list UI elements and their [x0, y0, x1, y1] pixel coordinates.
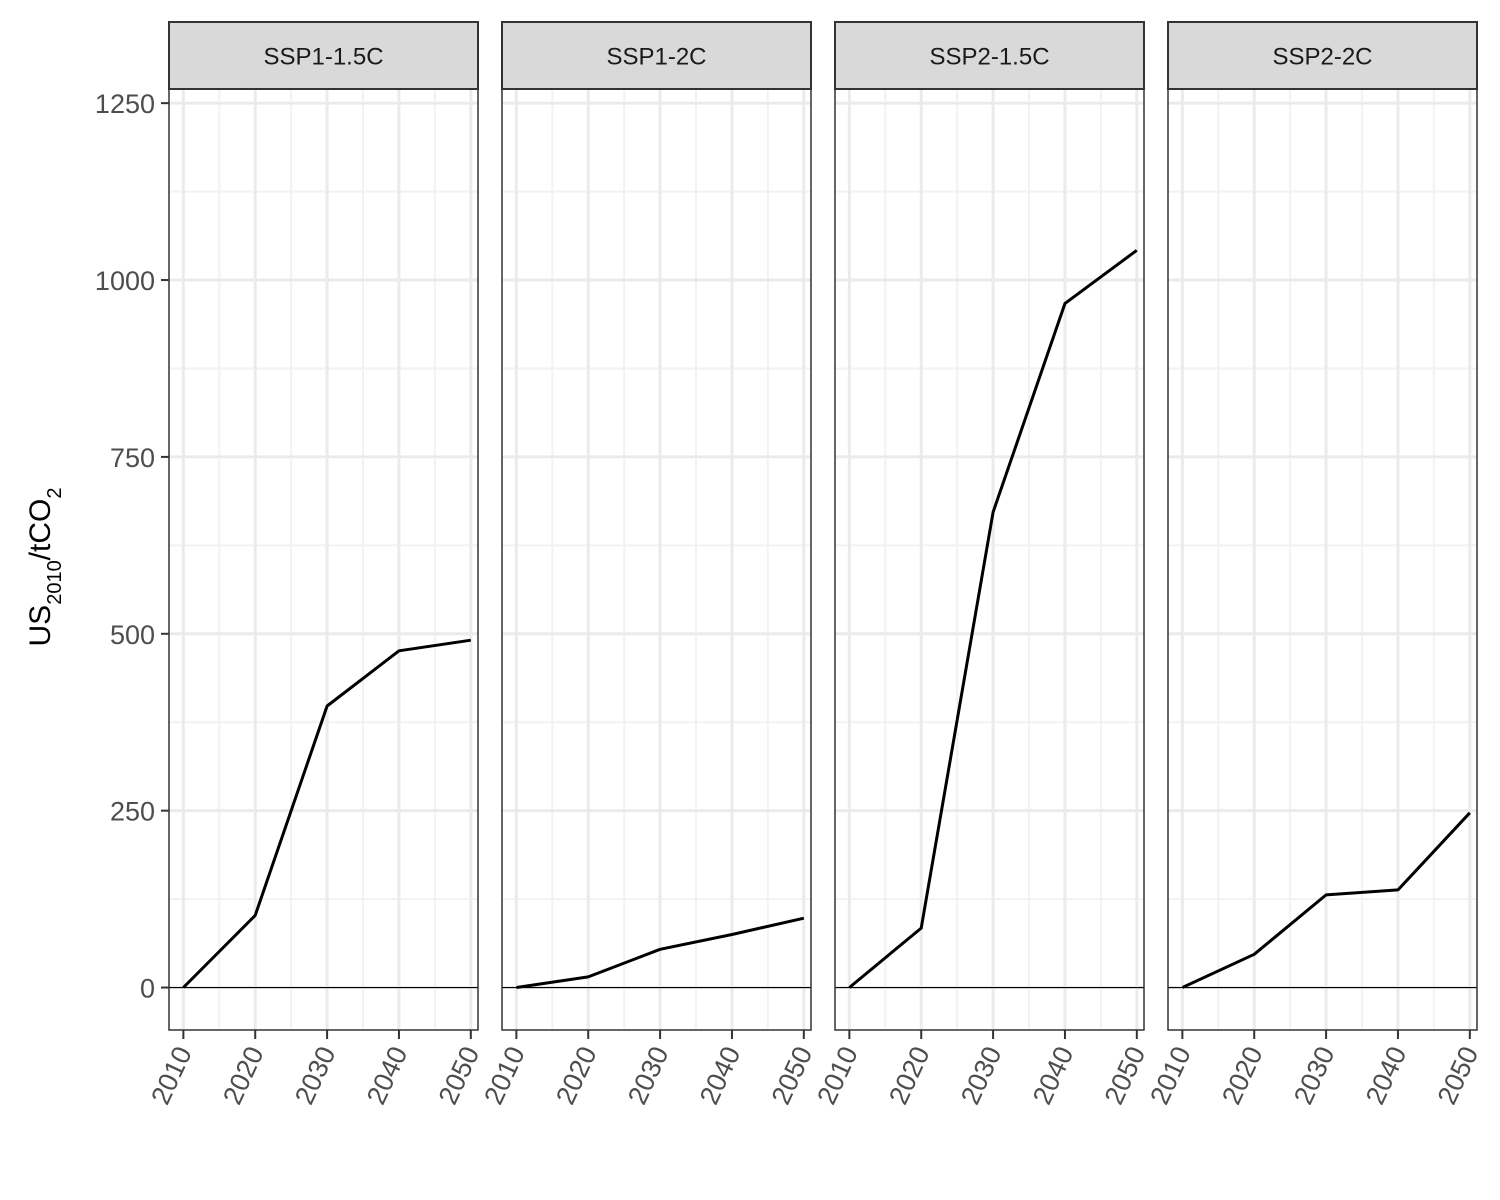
x-tick-label: 2020 [883, 1042, 936, 1109]
x-tick-label: 2020 [217, 1042, 270, 1109]
facet-strip-label: SSP2-2C [1272, 44, 1372, 71]
panel-SSP2-2C: SSP2-2C 2010 2020 2030 2040 2050 [1144, 21, 1485, 1109]
x-tick-label: 2010 [145, 1042, 198, 1109]
y-axis: 0 250 500 750 1000 1250 [95, 89, 169, 1004]
x-tick-label: 2030 [1288, 1042, 1341, 1109]
y-tick-label: 1250 [95, 89, 155, 119]
y-tick-label: 250 [110, 797, 155, 827]
y-axis-title-mid: /tCO [24, 499, 57, 561]
x-tick-label: 2040 [361, 1042, 414, 1109]
y-axis-title-sub1: 2010 [44, 560, 66, 605]
x-tick-label: 2020 [1216, 1042, 1269, 1109]
x-tick-label: 2050 [1099, 1042, 1152, 1109]
x-tick-label: 2040 [1027, 1042, 1080, 1109]
x-tick-label: 2010 [811, 1042, 864, 1109]
panel-border [501, 88, 812, 1031]
facet-strip-label: SSP1-2C [606, 44, 706, 71]
y-tick-label: 750 [110, 443, 155, 473]
x-tick-label: 2040 [1360, 1042, 1413, 1109]
x-tick-label: 2050 [766, 1042, 819, 1109]
x-tick-label: 2010 [1144, 1042, 1197, 1109]
x-tick-label: 2040 [694, 1042, 747, 1109]
panel-SSP1-2C: SSP1-2C 2010 2020 2030 2040 2050 [478, 21, 819, 1109]
x-tick-label: 2050 [1432, 1042, 1485, 1109]
x-tick-label: 2020 [550, 1042, 603, 1109]
y-axis-title-main: US [24, 605, 57, 647]
facet-strip [1167, 21, 1478, 90]
y-tick-label: 1000 [95, 266, 155, 296]
x-tick-label: 2030 [622, 1042, 675, 1109]
y-axis-title-sub2: 2 [44, 488, 66, 499]
facet-strip-label: SSP1-1.5C [263, 44, 383, 71]
y-tick-label: 0 [140, 974, 155, 1004]
facet-strip [501, 21, 812, 90]
x-tick-label: 2010 [478, 1042, 531, 1109]
panel-SSP2-1.5C: SSP2-1.5C 2010 2020 2030 2040 2050 [811, 21, 1152, 1109]
y-tick-label: 500 [110, 620, 155, 650]
panel-SSP1-1.5C: SSP1-1.5C 2010 2020 2030 2040 2050 [145, 21, 486, 1109]
panel-border [1167, 88, 1478, 1031]
facet-strip-label: SSP2-1.5C [929, 44, 1049, 71]
x-tick-label: 2030 [289, 1042, 342, 1109]
facet-strip [834, 21, 1145, 90]
x-tick-label: 2030 [955, 1042, 1008, 1109]
facet-strip [168, 21, 479, 90]
panels-layer: SSP1-1.5C 2010 2020 2030 2040 2050 SSP1-2C 2010… [145, 21, 1485, 1109]
panel-border [834, 88, 1145, 1031]
x-tick-label: 2050 [433, 1042, 486, 1109]
panel-border [168, 88, 479, 1031]
y-axis-title: US2010/tCO2 [24, 488, 66, 647]
